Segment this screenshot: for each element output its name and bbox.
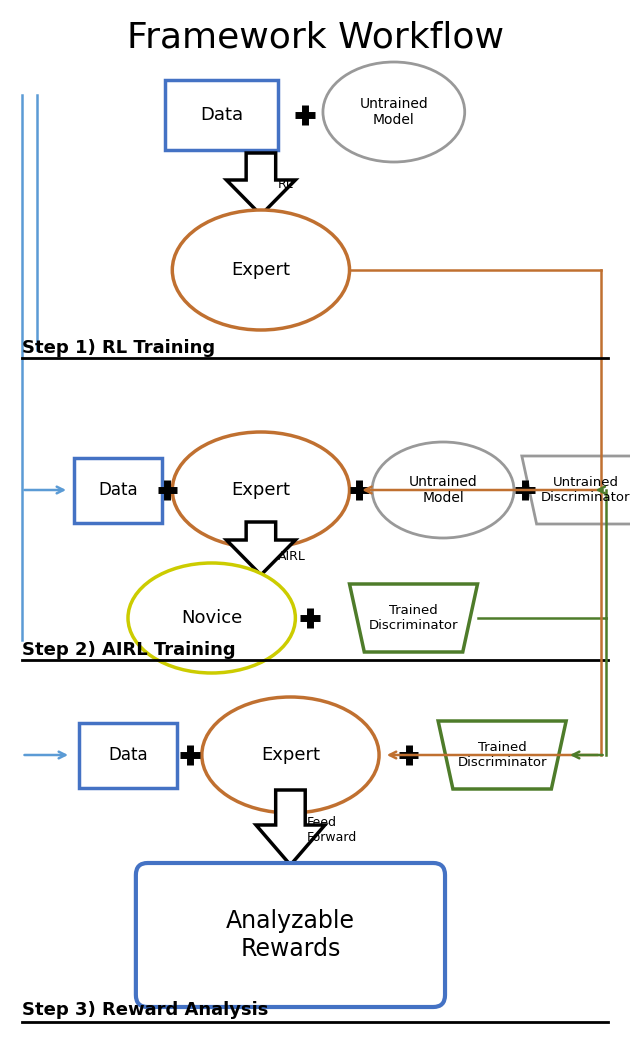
Text: Expert: Expert bbox=[232, 261, 291, 279]
Text: Analyzable
Rewards: Analyzable Rewards bbox=[226, 909, 355, 961]
Bar bbox=[79, 723, 177, 787]
Ellipse shape bbox=[172, 432, 349, 548]
FancyBboxPatch shape bbox=[136, 863, 445, 1007]
Text: Data: Data bbox=[99, 481, 138, 499]
Text: Novice: Novice bbox=[181, 609, 243, 627]
Ellipse shape bbox=[172, 210, 349, 330]
Text: Feed
Forward: Feed Forward bbox=[307, 816, 357, 843]
Text: Step 3) Reward Analysis: Step 3) Reward Analysis bbox=[22, 1001, 268, 1019]
Polygon shape bbox=[522, 456, 640, 524]
Text: Trained
Discriminator: Trained Discriminator bbox=[369, 604, 458, 632]
Polygon shape bbox=[227, 153, 296, 215]
Polygon shape bbox=[256, 790, 325, 865]
Ellipse shape bbox=[372, 442, 514, 538]
Text: RL: RL bbox=[278, 179, 293, 191]
Text: Data: Data bbox=[200, 106, 243, 124]
Text: Step 1) RL Training: Step 1) RL Training bbox=[22, 339, 215, 357]
Polygon shape bbox=[227, 522, 296, 575]
Text: Framework Workflow: Framework Workflow bbox=[127, 21, 504, 55]
Text: Step 2) AIRL Training: Step 2) AIRL Training bbox=[22, 641, 236, 659]
Polygon shape bbox=[349, 585, 477, 652]
Text: Data: Data bbox=[108, 746, 148, 764]
Text: Expert: Expert bbox=[232, 481, 291, 499]
Ellipse shape bbox=[202, 697, 379, 813]
Ellipse shape bbox=[128, 563, 296, 673]
Bar bbox=[165, 80, 278, 150]
Text: Trained
Discriminator: Trained Discriminator bbox=[458, 741, 547, 769]
Text: Untrained
Discriminator: Untrained Discriminator bbox=[541, 476, 630, 504]
Bar bbox=[74, 458, 163, 522]
Text: Untrained
Model: Untrained Model bbox=[360, 97, 428, 127]
Text: Expert: Expert bbox=[261, 746, 320, 764]
Polygon shape bbox=[438, 721, 566, 789]
Text: AIRL: AIRL bbox=[278, 550, 305, 562]
Text: Untrained
Model: Untrained Model bbox=[409, 475, 477, 505]
Ellipse shape bbox=[323, 62, 465, 162]
